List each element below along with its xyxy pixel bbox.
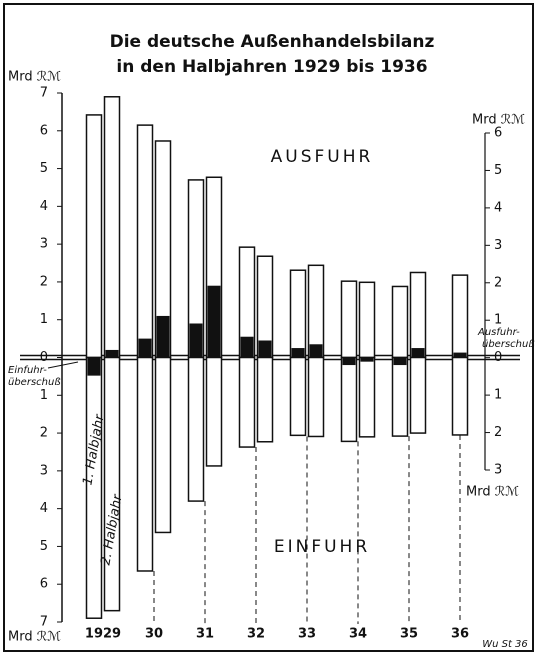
x-tick-label: 35 — [400, 627, 418, 642]
y2-axis-label: Mrd ℛℳ — [466, 485, 519, 500]
annotation: Ausfuhr- — [477, 327, 520, 338]
y-tick-label: 4 — [40, 199, 48, 214]
annotation: überschuß — [8, 377, 61, 388]
annotation: überschuß — [482, 339, 535, 350]
half-label: 2. Halbjahr — [98, 492, 125, 566]
y-tick-label: 3 — [40, 237, 48, 252]
surplus — [453, 352, 467, 358]
bar — [451, 356, 469, 436]
bar — [307, 264, 325, 359]
y-tick-label: 6 — [40, 577, 48, 592]
y2-tick-label: 1 — [494, 388, 502, 403]
bar — [409, 271, 427, 359]
bar — [307, 356, 325, 438]
y2-tick-label: 3 — [494, 463, 502, 478]
x-tick-label: 31 — [196, 627, 214, 642]
bar — [205, 356, 223, 467]
bar — [451, 274, 469, 359]
y-tick-label: 1 — [40, 312, 48, 327]
y-tick-label: 5 — [40, 161, 48, 176]
annotation: Einfuhr- — [8, 365, 47, 376]
y-tick-label: 7 — [40, 615, 48, 630]
y-tick-label: 1 — [40, 388, 48, 403]
surplus — [360, 357, 374, 362]
y2-tick-label: 5 — [494, 163, 502, 178]
y-tick-label: 6 — [40, 123, 48, 138]
bar — [136, 356, 154, 572]
bar — [256, 356, 274, 443]
bar — [289, 356, 307, 437]
bar — [391, 285, 409, 359]
bar — [340, 280, 358, 359]
x-tick-label: 36 — [451, 627, 469, 642]
y2-tick-label: 4 — [494, 200, 502, 215]
y-tick-label: 4 — [40, 501, 48, 516]
bar — [238, 356, 256, 448]
y-tick-label: 3 — [40, 463, 48, 478]
y-tick-label: 5 — [40, 539, 48, 554]
bar — [85, 114, 103, 359]
source: Wu St 36 — [482, 639, 528, 650]
chart-title: Die deutsche Außenhandelsbilanz — [110, 32, 435, 52]
surplus — [87, 357, 101, 376]
annotation-arrow — [47, 361, 79, 369]
series-label: EINFUHR — [274, 537, 370, 557]
surplus — [105, 349, 119, 358]
series-label: AUSFUHR — [271, 147, 374, 167]
bar — [103, 96, 121, 359]
bar — [289, 269, 307, 359]
bar — [358, 356, 376, 438]
surplus — [156, 315, 170, 358]
y2-tick-label: 2 — [494, 275, 502, 290]
y2-tick-label: 0 — [494, 350, 502, 365]
surplus — [342, 357, 356, 366]
bar — [358, 281, 376, 359]
y-tick-label: 0 — [40, 350, 48, 365]
y-tick-label: 2 — [40, 274, 48, 289]
bar — [154, 356, 172, 534]
y-tick-label: 7 — [40, 86, 48, 101]
surplus — [240, 336, 254, 358]
surplus — [207, 285, 221, 358]
y2-tick-label: 6 — [494, 126, 502, 141]
x-tick-label: 32 — [247, 627, 265, 642]
y2-tick-label: 3 — [494, 238, 502, 253]
surplus — [411, 348, 425, 358]
bar — [85, 356, 103, 619]
bar — [136, 124, 154, 359]
y-axis-label: Mrd ℛℳ — [8, 70, 61, 85]
surplus — [258, 340, 272, 358]
x-tick-label: 1929 — [85, 627, 121, 642]
frame — [3, 3, 534, 652]
bar — [187, 356, 205, 502]
x-tick-label: 30 — [145, 627, 163, 642]
y2-tick-label: 1 — [494, 313, 502, 328]
half-label: 1. Halbjahr — [80, 412, 107, 486]
y2-axis-label: Mrd ℛℳ — [472, 113, 525, 128]
bar — [103, 356, 121, 612]
surplus — [291, 348, 305, 358]
bar — [409, 356, 427, 434]
surplus — [309, 344, 323, 358]
x-tick-label: 33 — [298, 627, 316, 642]
bar — [391, 356, 409, 437]
surplus — [189, 323, 203, 358]
bar — [340, 356, 358, 443]
y-axis-label: Mrd ℛℳ — [8, 630, 61, 645]
y-tick-label: 2 — [40, 426, 48, 441]
surplus — [393, 357, 407, 366]
y2-tick-label: 2 — [494, 425, 502, 440]
surplus — [138, 338, 152, 358]
chart-title: in den Halbjahren 1929 bis 1936 — [116, 57, 427, 77]
x-tick-label: 34 — [349, 627, 367, 642]
